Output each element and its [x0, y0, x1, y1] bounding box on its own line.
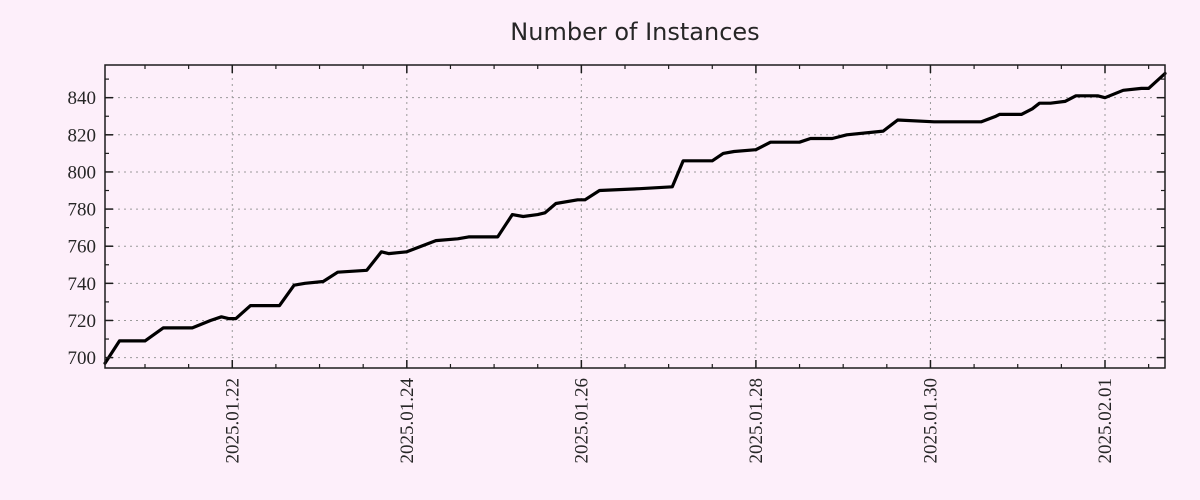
y-tick-label: 840 [68, 88, 97, 109]
x-tick-label: 2025.01.28 [746, 378, 767, 464]
x-tick-label: 2025.01.30 [920, 378, 941, 464]
data-line [103, 71, 1167, 365]
x-tick-label: 2025.01.26 [571, 378, 592, 464]
x-tick-label: 2025.02.01 [1095, 378, 1116, 464]
y-tick-label: 760 [68, 237, 97, 258]
y-tick-label: 820 [68, 125, 97, 146]
y-tick-label: 700 [68, 348, 97, 369]
plot-frame [104, 64, 1166, 369]
y-tick-label: 800 [68, 162, 97, 183]
x-tick-label: 2025.01.24 [397, 378, 418, 464]
chart-title: Number of Instances [510, 18, 759, 46]
y-tick-label: 720 [68, 311, 97, 332]
y-tick-label: 740 [68, 274, 97, 295]
y-tick-label: 780 [68, 200, 97, 221]
x-tick-label: 2025.01.22 [222, 378, 243, 464]
